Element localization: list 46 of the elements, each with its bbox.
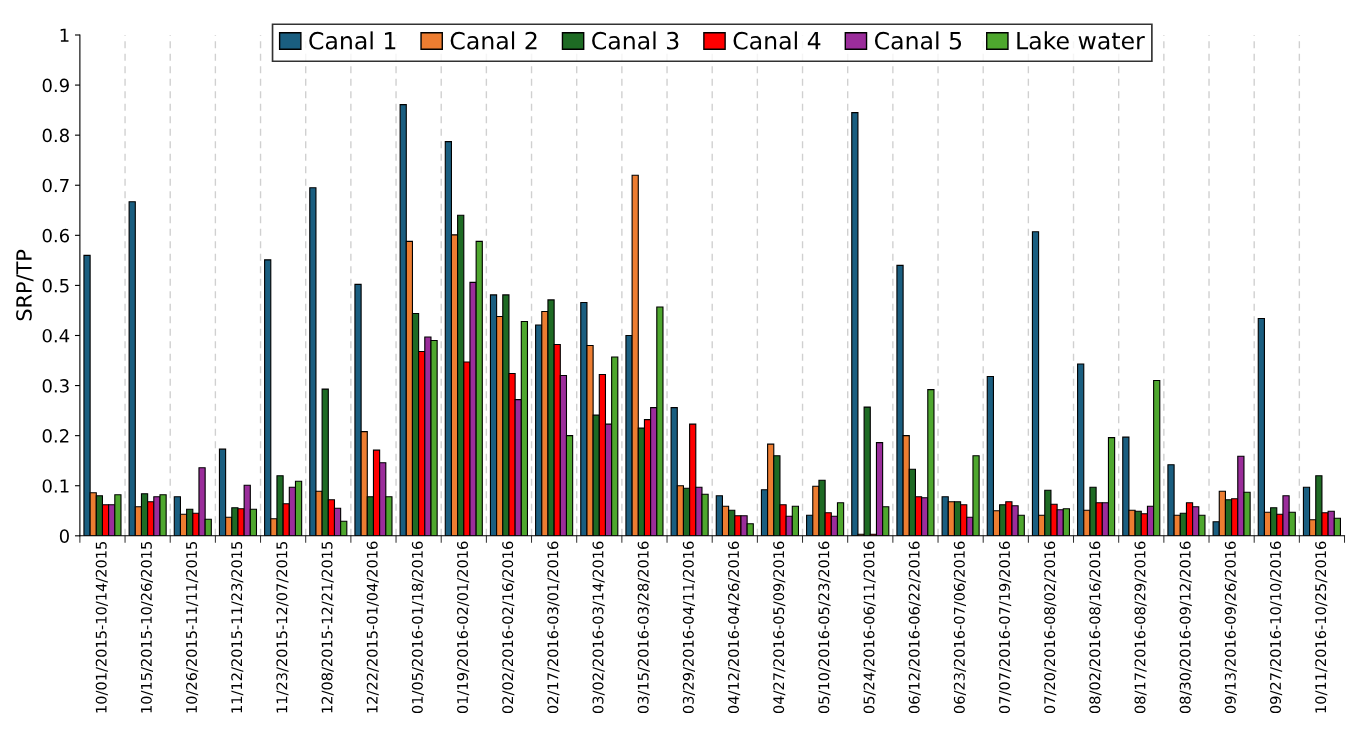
- y-tick-label: 1: [60, 28, 69, 42]
- x-tick-label: 01/19/2016-02/01/2016: [456, 541, 470, 714]
- x-tick-label: 09/13/2016-09/26/2016: [1224, 541, 1237, 714]
- legend-label: Lake water: [1017, 31, 1145, 50]
- legend-label: Canal 4: [733, 31, 821, 50]
- x-tick-label: 12/22/2015-01/04/2016: [366, 541, 379, 713]
- x-tick-label: 10/11/2016-10/25/2016: [1315, 541, 1328, 713]
- x-tick-label: 07/20/2016-08/02/2016: [1044, 541, 1057, 714]
- x-tick-label: 07/07/2016-07/19/2016: [998, 541, 1012, 714]
- y-tick-label: 0.2: [42, 429, 69, 443]
- x-tick-label: 06/23/2016-07/06/2016: [953, 541, 966, 714]
- legend-label: Canal 3: [592, 31, 679, 50]
- x-tick-label: 11/23/2015-12/07/2015: [276, 541, 289, 713]
- x-tick-label: 04/12/2016-04/26/2016: [727, 541, 741, 714]
- x-tick-label: 08/30/2016-09/12/2016: [1179, 541, 1192, 714]
- legend-label: Canal 1: [309, 31, 396, 50]
- x-tick-label: 10/15/2015-10/26/2015: [140, 541, 154, 713]
- y-tick-label: 0: [59, 529, 69, 543]
- x-tick-label: 03/15/2016-03/28/2016: [637, 541, 650, 714]
- y-tick-label: 0.9: [42, 78, 69, 93]
- y-axis-title: SRP/TP: [16, 249, 34, 321]
- legend-label: Canal 5: [874, 31, 962, 50]
- y-tick-label: 0.8: [42, 128, 69, 143]
- x-tick-label: 03/02/2016-03/14/2016: [592, 541, 605, 714]
- x-tick-label: 10/26/2015-11/11/2015: [186, 541, 199, 713]
- x-tick-label: 02/02/2016-02/16/2016: [502, 541, 515, 714]
- y-tick-label: 0.6: [42, 228, 70, 243]
- x-tick-label: 10/01/2015-10/14/2015: [95, 541, 108, 713]
- x-tick-label: 02/17/2016-03/01/2016: [547, 541, 560, 714]
- y-tick-label: 0.3: [42, 379, 69, 393]
- x-tick-label: 11/12/2015-11/23/2015: [231, 541, 244, 713]
- x-tick-label: 03/29/2016-04/11/2016: [682, 541, 695, 714]
- x-tick-label: 06/12/2016-06/22/2016: [908, 541, 921, 714]
- x-tick-label: 05/24/2016-06/11/2016: [863, 541, 876, 714]
- x-tick-label: 08/02/2016-08/16/2016: [1089, 541, 1102, 714]
- x-tick-label: 04/27/2016-05/09/2016: [773, 541, 786, 714]
- x-tick-label: 12/08/2015-12/21/2015: [321, 541, 334, 713]
- legend-label: Canal 2: [450, 31, 537, 50]
- x-tick-label: 05/10/2016-05/23/2016: [818, 541, 831, 714]
- x-tick-label: 01/05/2016-01/18/2016: [411, 541, 425, 714]
- y-tick-label: 0.4: [42, 328, 70, 343]
- y-tick-label: 0.7: [42, 178, 69, 193]
- y-tick-label: 0.1: [42, 479, 69, 493]
- x-tick-label: 08/17/2016-08/29/2016: [1134, 541, 1147, 714]
- y-tick-label: 0.5: [42, 278, 69, 293]
- x-tick-label: 09/27/2016-10/10/2016: [1269, 541, 1283, 714]
